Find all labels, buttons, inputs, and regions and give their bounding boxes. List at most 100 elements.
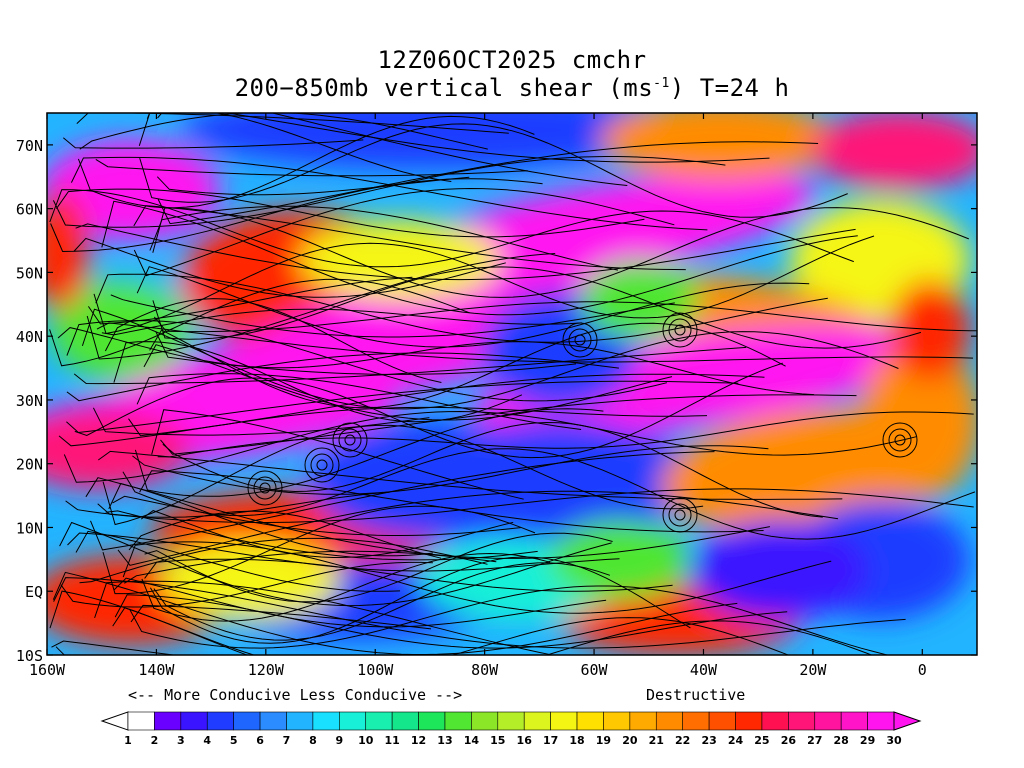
streamline-swirl <box>674 324 686 336</box>
streamline-swirl <box>668 503 692 527</box>
shear-blob <box>47 190 90 310</box>
streamline <box>153 301 977 333</box>
streamline <box>113 577 607 628</box>
streamline <box>75 223 856 281</box>
streamline <box>70 156 708 231</box>
streamline <box>153 562 611 641</box>
streamline <box>149 205 619 271</box>
streamline <box>133 187 675 277</box>
legend-note-left: <-- More Conducive Less Conducive --> <box>128 686 463 704</box>
streamline <box>90 451 715 551</box>
colorbar-tick-label: 25 <box>754 734 769 747</box>
streamline <box>57 327 815 396</box>
shear-blob <box>160 540 340 620</box>
streamline-swirl <box>332 422 368 458</box>
colorbar-tick-label: 12 <box>411 734 426 747</box>
lat-label: 70N <box>16 137 43 155</box>
streamline <box>138 113 452 182</box>
streamline <box>149 556 691 644</box>
colorbar-tick-label: 4 <box>203 734 211 747</box>
colorbar-swatch <box>761 711 789 731</box>
streamline <box>157 141 819 225</box>
streamline <box>98 450 843 500</box>
lon-label: 140W <box>138 661 175 679</box>
colorbar-tick-label: 13 <box>437 734 452 747</box>
streamline <box>122 448 976 540</box>
streamline-swirl <box>894 434 906 446</box>
shear-blob <box>580 260 700 340</box>
colorbar-tick-label: 20 <box>622 734 638 747</box>
streamline-swirl <box>316 459 328 471</box>
map-title-line2: 200−850mb vertical shear (ms-1) T=24 h <box>0 74 1024 102</box>
streamline-swirl <box>259 482 271 494</box>
shear-blob <box>600 113 840 180</box>
streamline <box>66 352 619 402</box>
streamline <box>96 322 974 363</box>
colorbar-swatch <box>682 711 710 731</box>
shear-blob <box>860 340 977 500</box>
streamline <box>55 188 645 238</box>
streamline-swirl <box>247 470 283 506</box>
streamline <box>93 235 875 335</box>
lon-label: 40W <box>690 661 718 679</box>
streamlines <box>49 113 977 655</box>
streamline <box>114 594 788 649</box>
colorbar-swatch <box>233 711 261 731</box>
colorbar-swatch <box>127 711 155 731</box>
lat-label: 10N <box>16 519 43 537</box>
colorbar-tick-label: 11 <box>384 734 399 747</box>
streamline-swirl <box>882 422 918 458</box>
colorbar-tick-label: 5 <box>230 734 238 747</box>
streamline <box>101 308 582 336</box>
streamline <box>155 331 577 375</box>
colorbar-tick-label: 17 <box>543 734 558 747</box>
streamline <box>52 156 726 228</box>
colorbar-tick-label: 3 <box>177 734 185 747</box>
streamline <box>132 445 769 495</box>
streamline <box>101 200 858 316</box>
colorbar-tick-label: 14 <box>464 734 480 747</box>
colorbar-tick-label: 7 <box>283 734 291 747</box>
colorbar-swatch <box>523 711 551 731</box>
lat-label: 10S <box>16 647 43 665</box>
streamline <box>104 298 442 383</box>
streamline <box>152 207 969 298</box>
colorbar-swatch <box>418 711 446 731</box>
colorbar-tick-label: 18 <box>569 734 584 747</box>
shear-blob <box>810 113 977 190</box>
lon-label: 100W <box>357 661 394 679</box>
streamline <box>140 510 514 559</box>
shear-blob <box>50 280 190 380</box>
streamline <box>77 115 535 209</box>
colorbar-tick-label: 26 <box>781 734 797 747</box>
streamline <box>129 585 890 655</box>
streamline <box>139 123 848 218</box>
streamline <box>141 552 551 622</box>
colorbar-swatch <box>550 711 578 731</box>
colorbar-tick-label: 15 <box>490 734 505 747</box>
colorbar-legend: 1 2 3 4 5 6 7 8 9 10 11 12 13 14 15 16 17 18 19 20 21 22 23 24 2… <box>100 711 922 747</box>
colorbar-tick-label: 1 <box>124 734 132 747</box>
lat-label: 20N <box>16 456 43 474</box>
streamline <box>95 273 828 343</box>
title-exponent: -1 <box>653 76 670 91</box>
streamline <box>124 550 497 584</box>
map-title-line1: 12Z06OCT2025 cmchr <box>377 46 647 74</box>
streamline <box>146 113 628 186</box>
streamline <box>62 137 364 149</box>
lon-label: 120W <box>248 661 285 679</box>
streamline <box>122 541 832 614</box>
colorbar-swatch <box>180 711 208 731</box>
streamline <box>73 346 747 385</box>
colorbar-swatch <box>339 711 367 731</box>
streamline <box>79 113 488 150</box>
streamline-swirl <box>574 334 586 346</box>
legend-note-right: Destructive <box>646 686 746 704</box>
colorbar-tick-label: 29 <box>860 734 875 747</box>
lon-label: 160W <box>29 661 66 679</box>
streamline <box>143 344 673 421</box>
colorbar-tick-label: 22 <box>675 734 690 747</box>
streamline-swirl <box>562 322 598 358</box>
